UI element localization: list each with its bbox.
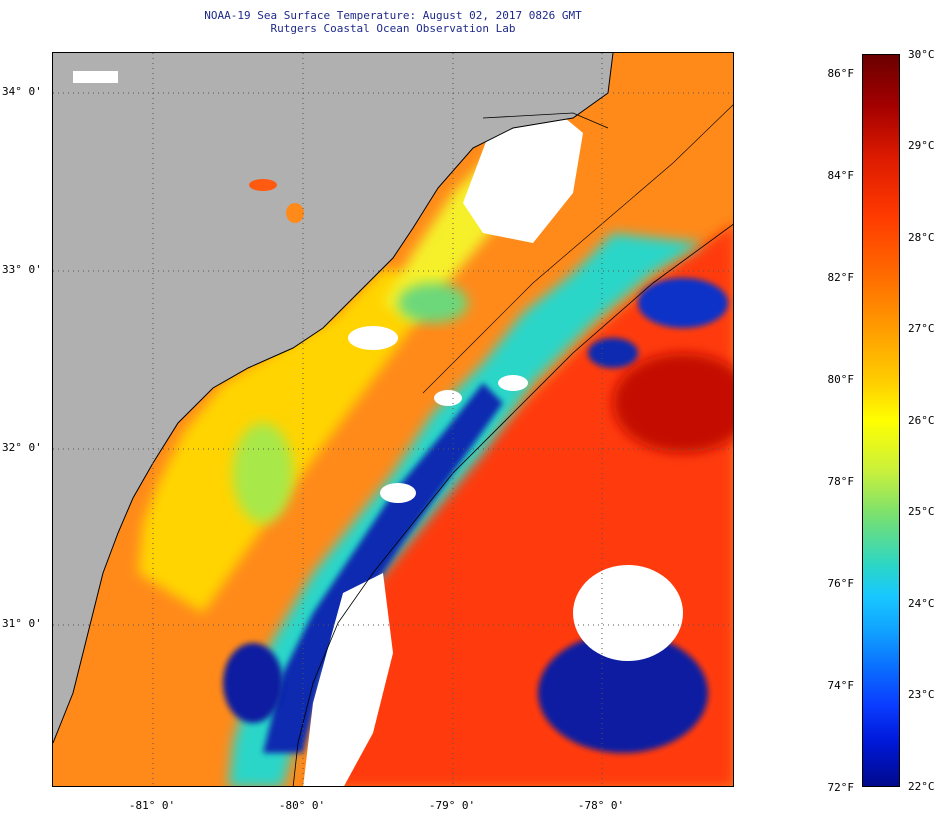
colorbar-f-82: 82°F [827, 271, 855, 284]
chart-title: NOAA-19 Sea Surface Temperature: August … [204, 9, 582, 22]
cloud-patch [303, 573, 393, 786]
inland-lake [286, 203, 304, 223]
cloud-patch [573, 565, 683, 661]
colorbar-f-72: 72°F [827, 781, 855, 794]
colorbar-f-74: 74°F [827, 679, 855, 692]
colorbar-c-25: 25°C [908, 505, 935, 518]
cloud-patch [73, 71, 118, 83]
cloud-patch [380, 483, 416, 503]
colorbar-f-86: 86°F [827, 67, 855, 80]
coastline [53, 53, 614, 744]
lon-label-80: -80° 0' [278, 799, 326, 812]
colorbar-f-80: 80°F [827, 373, 855, 386]
colorbar-f-76: 76°F [827, 577, 855, 590]
inland-lake [249, 179, 277, 191]
colorbar-f-84: 84°F [827, 169, 855, 182]
colorbar-c-29: 29°C [908, 139, 935, 152]
colorbar-c-26: 26°C [908, 414, 935, 427]
sst-map [52, 52, 734, 787]
lon-label-79: -79° 0' [428, 799, 476, 812]
cloud-patch [434, 390, 462, 406]
temperature-colorbar [862, 54, 900, 787]
colorbar-c-24: 24°C [908, 597, 935, 610]
shelf-contour [482, 112, 609, 129]
colorbar-c-22: 22°C [908, 780, 935, 793]
sst-map-image [53, 53, 733, 786]
cloud-patch [348, 326, 398, 350]
colorbar-f-78: 78°F [827, 475, 855, 488]
lon-label-78: -78° 0' [577, 799, 625, 812]
cloud-patch [463, 108, 583, 243]
graticule [53, 53, 733, 786]
colorbar-c-23: 23°C [908, 688, 935, 701]
cloud-patch [498, 375, 528, 391]
colorbar-c-28: 28°C [908, 231, 935, 244]
colorbar-c-27: 27°C [908, 322, 935, 335]
lat-label-32: 32° 0' [2, 441, 42, 454]
shelf-contour [422, 104, 733, 394]
colorbar-c-30: 30°C [908, 48, 935, 61]
lat-label-33: 33° 0' [2, 263, 42, 276]
shelf-contour [292, 223, 733, 786]
lon-label-81: -81° 0' [128, 799, 176, 812]
lat-label-34: 34° 0' [2, 85, 42, 98]
chart-subtitle: Rutgers Coastal Ocean Observation Lab [270, 22, 516, 35]
lat-label-31: 31° 0' [2, 617, 42, 630]
